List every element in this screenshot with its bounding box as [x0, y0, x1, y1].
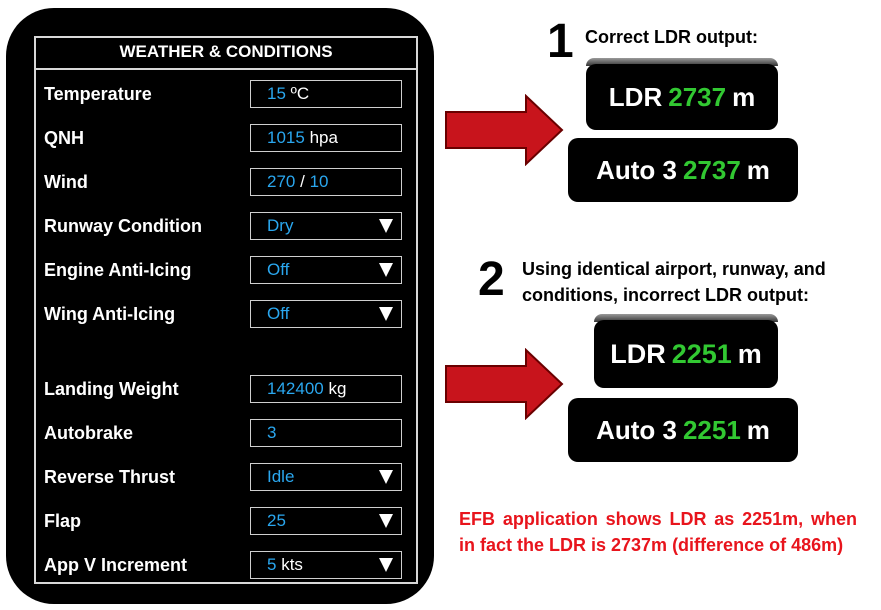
temperature-value: 15: [267, 84, 286, 103]
dropdown-arrow-icon[interactable]: [379, 263, 393, 277]
wind-speed-value: 10: [309, 172, 329, 191]
flap-row: Flap 25: [44, 507, 404, 537]
step-2-number: 2: [478, 253, 505, 306]
wing-anti-icing-value: Off: [267, 304, 290, 323]
auto-value: 2251: [682, 414, 741, 445]
auto-box-incorrect: Auto 3 2251 m: [568, 398, 798, 462]
autobrake-row: Autobrake 3: [44, 419, 404, 449]
auto-prefix: Auto 3: [596, 414, 677, 445]
dropdown-arrow-icon[interactable]: [379, 470, 393, 484]
qnh-row: QNH 1015 hpa: [44, 124, 404, 154]
right-arrow-icon: [445, 94, 564, 166]
runway-condition-select[interactable]: Dry: [250, 212, 402, 240]
reverse-thrust-value: Idle: [267, 467, 295, 486]
engine-anti-icing-label: Engine Anti-Icing: [44, 260, 192, 280]
step-1-text: Correct LDR output:: [585, 27, 758, 47]
dropdown-arrow-icon[interactable]: [379, 558, 393, 572]
autobrake-label: Autobrake: [44, 423, 134, 443]
app-v-increment-select[interactable]: 5 kts: [250, 551, 402, 579]
qnh-field[interactable]: 1015 hpa: [250, 124, 402, 152]
app-v-increment-row: App V Increment 5 kts: [44, 551, 404, 581]
wind-separator: /: [300, 172, 305, 191]
auto-unit: m: [746, 414, 770, 445]
wing-anti-icing-row: Wing Anti-Icing Off: [44, 300, 404, 330]
runway-condition-label: Runway Condition: [44, 216, 202, 236]
landing-weight-value: 142400: [267, 379, 324, 398]
temperature-row: Temperature 15 ºC: [44, 80, 404, 110]
wing-anti-icing-select[interactable]: Off: [250, 300, 402, 328]
ldr-prefix: LDR: [610, 338, 666, 369]
temperature-unit: ºC: [290, 84, 310, 103]
panel-title: WEATHER & CONDITIONS: [34, 36, 418, 70]
engine-anti-icing-value: Off: [267, 260, 290, 279]
step-2-text-line-1: Using identical airport, runway, and: [522, 259, 826, 279]
qnh-label: QNH: [44, 128, 84, 148]
dropdown-arrow-icon[interactable]: [379, 307, 393, 321]
ldr-box-top-strip: [594, 314, 778, 322]
autobrake-field[interactable]: 3: [250, 419, 402, 447]
engine-anti-icing-row: Engine Anti-Icing Off: [44, 256, 404, 286]
step-1-number: 1: [547, 15, 574, 68]
app-v-increment-unit: kts: [281, 555, 303, 574]
panel-frame: [34, 36, 418, 584]
landing-weight-unit: kg: [328, 379, 347, 398]
landing-weight-label: Landing Weight: [44, 379, 179, 399]
temperature-field[interactable]: 15 ºC: [250, 80, 402, 108]
reverse-thrust-row: Reverse Thrust Idle: [44, 463, 404, 493]
qnh-unit: hpa: [309, 128, 338, 147]
ldr-prefix: LDR: [608, 81, 663, 112]
ldr-unit: m: [732, 81, 756, 112]
temperature-label: Temperature: [44, 84, 152, 104]
ldr-box-top-strip: [586, 58, 778, 66]
flap-label: Flap: [44, 511, 82, 531]
wind-direction-value: 270: [267, 172, 296, 191]
landing-weight-row: Landing Weight 142400 kg: [44, 375, 404, 405]
landing-weight-field[interactable]: 142400 kg: [250, 375, 402, 403]
runway-condition-value: Dry: [267, 216, 294, 235]
runway-condition-row: Runway Condition Dry: [44, 212, 404, 242]
dropdown-arrow-icon[interactable]: [379, 514, 393, 528]
auto-prefix: Auto 3: [596, 154, 677, 185]
engine-anti-icing-select[interactable]: Off: [250, 256, 402, 284]
wind-field[interactable]: 270 / 10: [250, 168, 402, 196]
auto-box-correct: Auto 3 2737 m: [568, 138, 798, 202]
wing-anti-icing-label: Wing Anti-Icing: [44, 304, 176, 324]
ldr-value: 2737: [668, 81, 727, 112]
ldr-value: 2251: [671, 338, 732, 369]
reverse-thrust-label: Reverse Thrust: [44, 467, 176, 487]
step-2-text-line-2: conditions, incorrect LDR output:: [522, 285, 809, 305]
right-arrow-icon: [445, 348, 564, 420]
wind-label: Wind: [44, 172, 88, 192]
flap-select[interactable]: 25: [250, 507, 402, 535]
qnh-value: 1015: [267, 128, 305, 147]
app-v-increment-label: App V Increment: [44, 555, 188, 575]
autobrake-value: 3: [267, 423, 277, 442]
auto-unit: m: [746, 154, 770, 185]
app-v-increment-value: 5: [267, 555, 277, 574]
ldr-box-correct: LDR 2737 m: [586, 64, 778, 130]
discrepancy-note: EFB application shows LDR as 2251m, when…: [459, 509, 857, 555]
reverse-thrust-select[interactable]: Idle: [250, 463, 402, 491]
flap-value: 25: [267, 511, 286, 530]
auto-value: 2737: [682, 154, 741, 185]
ldr-unit: m: [737, 338, 762, 369]
dropdown-arrow-icon[interactable]: [379, 219, 393, 233]
ldr-box-incorrect: LDR 2251 m: [594, 320, 778, 388]
wind-row: Wind 270 / 10: [44, 168, 404, 198]
